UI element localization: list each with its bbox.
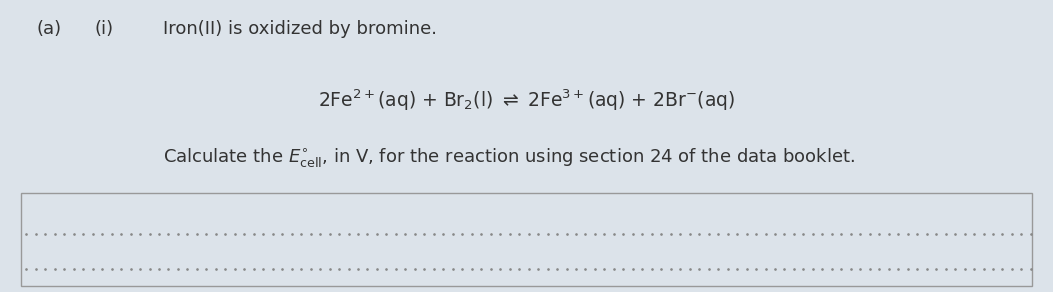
Text: 2Fe$^{2+}$(aq) + Br$_2$(l) $\rightleftharpoons$ 2Fe$^{3+}$(aq) + 2Br$^{-}$(aq): 2Fe$^{2+}$(aq) + Br$_2$(l) $\rightleftha… [318,88,735,113]
FancyBboxPatch shape [21,193,1032,286]
Text: Calculate the $E^{\circ}_{\mathregular{cell}}$, in V, for the reaction using sec: Calculate the $E^{\circ}_{\mathregular{c… [163,146,855,169]
Text: (a): (a) [37,20,62,39]
Text: (i): (i) [95,20,114,39]
Text: Iron(II) is oxidized by bromine.: Iron(II) is oxidized by bromine. [163,20,437,39]
